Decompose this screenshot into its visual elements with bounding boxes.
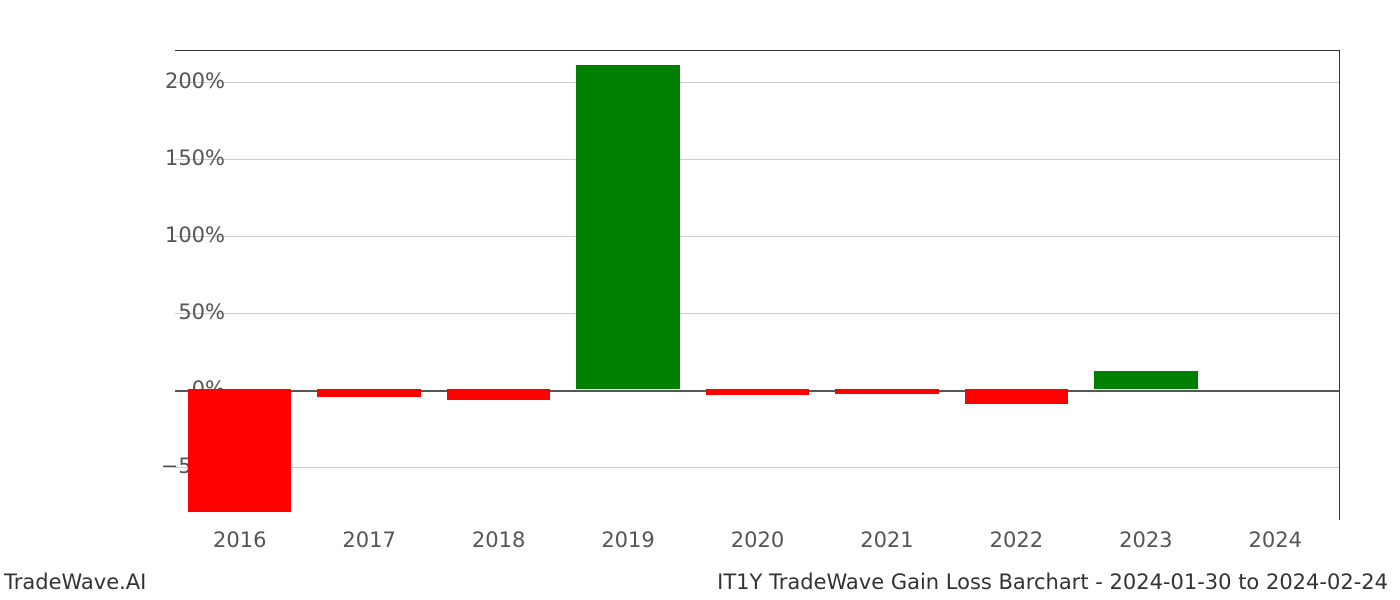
gridline	[175, 82, 1339, 83]
xtick-label: 2016	[213, 528, 266, 552]
ytick-label: 150%	[155, 146, 225, 170]
bar	[706, 389, 810, 395]
xtick-label: 2021	[860, 528, 913, 552]
bar	[447, 389, 551, 400]
bar	[317, 389, 421, 397]
plot-area	[175, 50, 1340, 520]
bar	[188, 389, 292, 512]
footer-left-label: TradeWave.AI	[4, 570, 146, 594]
bar-chart	[175, 50, 1340, 520]
gridline	[175, 467, 1339, 468]
xtick-label: 2017	[342, 528, 395, 552]
ytick-label: 200%	[155, 69, 225, 93]
xtick-label: 2023	[1119, 528, 1172, 552]
gridline	[175, 159, 1339, 160]
gridline	[175, 236, 1339, 237]
bar	[576, 65, 680, 389]
ytick-label: 50%	[155, 300, 225, 324]
xtick-label: 2020	[731, 528, 784, 552]
xtick-label: 2022	[990, 528, 1043, 552]
bar	[1094, 371, 1198, 389]
ytick-label: 100%	[155, 223, 225, 247]
gridline	[175, 313, 1339, 314]
bar	[965, 389, 1069, 404]
xtick-label: 2018	[472, 528, 525, 552]
footer-right-label: IT1Y TradeWave Gain Loss Barchart - 2024…	[717, 570, 1388, 594]
bar	[835, 389, 939, 394]
xtick-label: 2019	[601, 528, 654, 552]
xtick-label: 2024	[1249, 528, 1302, 552]
